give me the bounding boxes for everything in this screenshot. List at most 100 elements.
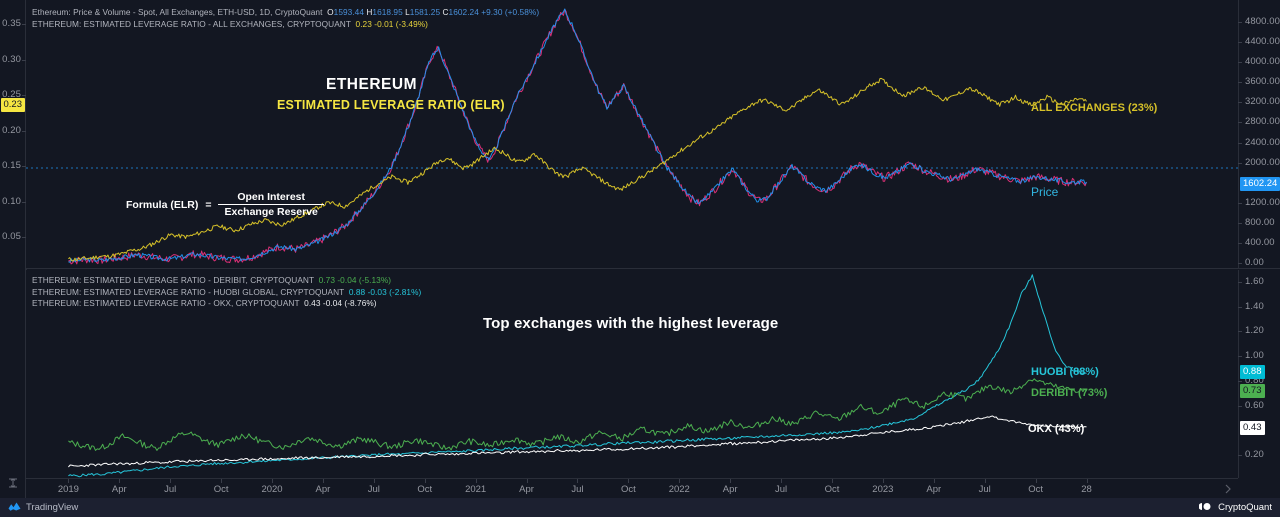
axis-tick-mark [1238, 331, 1242, 332]
time-axis-tick [374, 479, 375, 483]
time-axis-label: Apr [723, 484, 738, 495]
right-price-axis[interactable]: 4800.004400.004000.003600.003200.002800.… [1238, 0, 1280, 268]
time-axis-label: Apr [926, 484, 941, 495]
price-series-magenta [68, 9, 1086, 264]
axis-tick-label: 0.15 [2, 161, 21, 171]
axis-tick-label: 800.00 [1245, 218, 1275, 228]
legend-change-huobi: -0.03 (-2.81%) [368, 287, 422, 297]
time-axis-tick [1036, 479, 1037, 483]
axis-tick-mark [1238, 62, 1242, 63]
legend-h-value: 1618.95 [372, 7, 402, 17]
time-axis-tick [883, 479, 884, 483]
axis-tick-label: 0.60 [1245, 401, 1264, 411]
right-leverage-axis[interactable]: 1.601.401.201.000.800.600.200.880.730.43 [1238, 270, 1280, 478]
time-axis-tick [985, 479, 986, 483]
axis-tick-label: 0.00 [1245, 258, 1264, 268]
axis-tick-mark [1238, 42, 1242, 43]
axis-tick-mark [22, 95, 26, 96]
legend-row-elr[interactable]: ETHEREUM: ESTIMATED LEVERAGE RATIO - ALL… [32, 19, 539, 31]
time-axis-tick [934, 479, 935, 483]
axis-value-badge: 0.73 [1240, 384, 1265, 398]
price-plot-svg [26, 0, 1238, 268]
axis-tick-label: 0.35 [2, 19, 21, 29]
time-axis-label: 2022 [669, 484, 690, 495]
axis-tick-mark [1238, 243, 1242, 244]
time-axis-tick [68, 479, 69, 483]
series-label-all-exchanges: ALL EXCHANGES (23%) [1031, 102, 1157, 114]
axis-tick-label: 0.10 [2, 197, 21, 207]
formula-label: Formula (ELR) [126, 199, 198, 211]
time-axis-label: Oct [825, 484, 840, 495]
status-bar: TradingView CryptoQuant [0, 498, 1280, 517]
time-axis-tick [679, 479, 680, 483]
series-label-deribit: DERIBIT (73%) [1031, 387, 1107, 399]
cryptoquant-brand[interactable]: CryptoQuant [1199, 502, 1272, 514]
time-axis-tick [628, 479, 629, 483]
time-axis-label: Oct [214, 484, 229, 495]
legend-row-price[interactable]: Ethereum: Price & Volume - Spot, All Exc… [32, 7, 539, 19]
axis-tick-label: 2000.00 [1245, 158, 1280, 168]
time-axis-tick [170, 479, 171, 483]
axis-tick-mark [1238, 282, 1242, 283]
axis-tick-label: 0.05 [2, 232, 21, 242]
axis-left-line [25, 0, 26, 517]
series-label-huobi: HUOBI (88%) [1031, 366, 1099, 378]
legend-value-deribit: 0.73 [319, 275, 335, 285]
scroll-to-realtime-icon[interactable] [1222, 482, 1234, 494]
axis-tick-mark [1238, 406, 1242, 407]
time-axis-label: Oct [1028, 484, 1043, 495]
time-axis-label: Jul [979, 484, 991, 495]
time-axis-label: Oct [621, 484, 636, 495]
price-pane[interactable]: ETHEREUM ESTIMATED LEVERAGE RATIO (ELR) … [26, 0, 1238, 268]
time-axis-label: 2019 [58, 484, 79, 495]
legend-change-deribit: -0.04 (-5.13%) [337, 275, 391, 285]
axis-value-badge: 1602.24 [1240, 177, 1280, 191]
axis-tick-label: 2400.00 [1245, 138, 1280, 148]
time-axis-label: 2020 [261, 484, 282, 495]
time-axis-label: Apr [519, 484, 534, 495]
pane-divider[interactable] [26, 268, 1280, 269]
axis-tick-label: 4800.00 [1245, 17, 1280, 27]
time-axis-label: Apr [112, 484, 127, 495]
legend-row-huobi[interactable]: ETHEREUM: ESTIMATED LEVERAGE RATIO - HUO… [32, 287, 421, 299]
axis-right-bot-line [1238, 270, 1239, 478]
axis-tick-mark [1238, 455, 1242, 456]
formula-denominator: Exchange Reserve [218, 205, 323, 219]
tradingview-label: TradingView [26, 502, 78, 513]
axis-tick-mark [1238, 122, 1242, 123]
axis-value-badge: 0.88 [1240, 365, 1265, 379]
time-axis[interactable]: 2019AprJulOct2020AprJulOct2021AprJulOct2… [26, 478, 1238, 499]
cryptoquant-logo-icon [1199, 502, 1213, 514]
time-axis-tick [425, 479, 426, 483]
tradingview-brand[interactable]: TradingView [8, 501, 78, 515]
axis-tick-label: 1.60 [1245, 277, 1264, 287]
axis-tick-mark [1238, 102, 1242, 103]
time-axis-label: Oct [417, 484, 432, 495]
legend-value-huobi: 0.88 [349, 287, 365, 297]
time-axis-tick [323, 479, 324, 483]
axis-tick-mark [1238, 22, 1242, 23]
axis-tick-mark [1238, 82, 1242, 83]
time-axis-label: 28 [1081, 484, 1092, 495]
axis-tick-mark [1238, 143, 1242, 144]
formula-fraction: Open Interest Exchange Reserve [218, 190, 323, 219]
legend-row-okx[interactable]: ETHEREUM: ESTIMATED LEVERAGE RATIO - OKX… [32, 298, 421, 310]
chart-app: ETHEREUM ESTIMATED LEVERAGE RATIO (ELR) … [0, 0, 1280, 517]
axis-tick-label: 0.20 [2, 126, 21, 136]
legend-value-elr: 0.23 [356, 19, 372, 29]
axis-tick-mark [1238, 223, 1242, 224]
axis-tick-label: 1.40 [1245, 302, 1264, 312]
formula-annotation: Formula (ELR) = Open Interest Exchange R… [126, 190, 324, 219]
axis-tick-label: 0.30 [2, 55, 21, 65]
series-label-price: Price [1031, 185, 1058, 199]
axis-right-top-line [1238, 0, 1239, 268]
annotation-top-exchanges: Top exchanges with the highest leverage [483, 315, 778, 332]
legend-o-value: 1593.44 [334, 7, 364, 17]
axis-tick-mark [1238, 381, 1242, 382]
legend-l-value: 1581.25 [410, 7, 440, 17]
time-axis-tick [577, 479, 578, 483]
legend-row-deribit[interactable]: ETHEREUM: ESTIMATED LEVERAGE RATIO - DER… [32, 275, 421, 287]
legend-title-price: Ethereum: Price & Volume - Spot, All Exc… [32, 7, 322, 17]
left-price-axis[interactable]: 0.350.300.250.200.150.100.050.23 [0, 0, 26, 517]
axis-tick-mark [22, 166, 26, 167]
